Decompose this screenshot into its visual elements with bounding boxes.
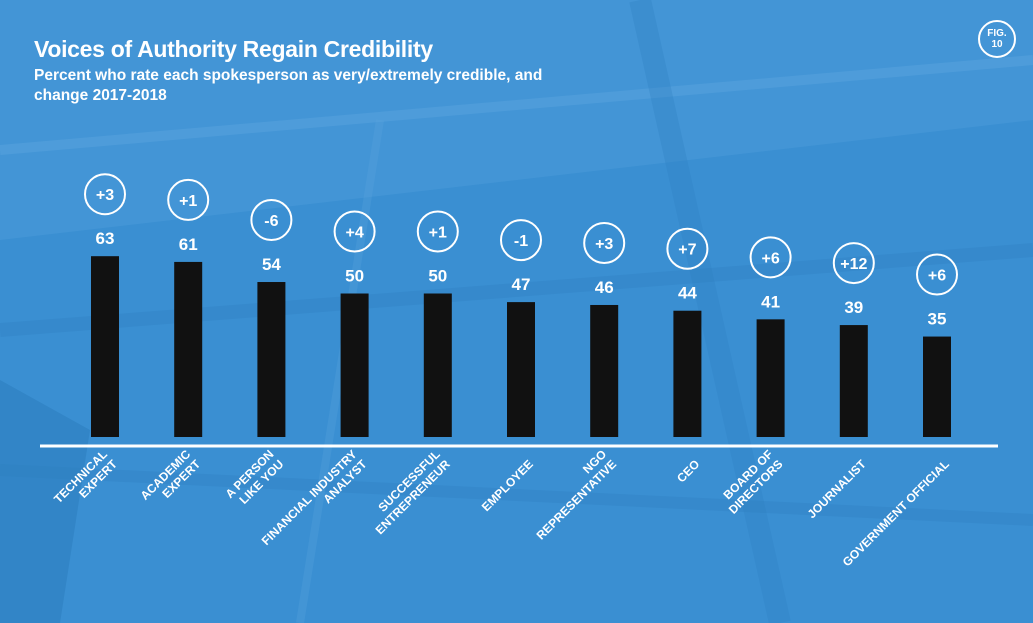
bar-value-label: 63 [96, 229, 115, 248]
change-label: +4 [345, 225, 363, 242]
bar [673, 310, 702, 437]
category-label-line: EMPLOYEE [479, 457, 536, 514]
bar [174, 261, 203, 437]
bar-value-label: 61 [179, 235, 198, 254]
change-label: +3 [595, 236, 613, 253]
change-circle [250, 199, 293, 242]
change-circle [749, 236, 792, 279]
bar [257, 282, 286, 437]
change-label: -6 [264, 213, 278, 230]
figure-badge-line2: 10 [991, 39, 1003, 50]
bar-value-label: 35 [928, 310, 947, 329]
change-circle [916, 253, 958, 296]
category-label-line: CEO [674, 457, 702, 485]
category-label: EMPLOYEE [479, 457, 536, 514]
chart-subtitle: Percent who rate each spokesperson as ve… [34, 67, 543, 104]
category-label: CEO [674, 457, 702, 485]
bar [91, 256, 119, 437]
change-label: +3 [96, 187, 114, 204]
bar [839, 325, 868, 437]
bar-value-label: 54 [262, 255, 281, 274]
bar [507, 302, 535, 437]
bar-value-label: 50 [428, 267, 447, 286]
change-circle [500, 219, 542, 262]
change-label: +6 [761, 250, 779, 267]
change-circle [583, 221, 626, 264]
bar-value-label: 44 [678, 284, 697, 303]
bar [423, 293, 452, 437]
bar-value-label: 47 [512, 275, 531, 294]
figure-number-badge: FIG. 10 [978, 20, 1016, 58]
bar [590, 304, 619, 437]
figure-badge-line1: FIG. [987, 28, 1007, 39]
category-label-line: REPRESENTATIVE [534, 457, 619, 542]
bar [340, 293, 369, 437]
category-label: JOURNALIST [805, 457, 870, 522]
bar [923, 336, 951, 437]
change-circle [666, 227, 709, 270]
bar-value-label: 39 [844, 298, 863, 317]
chart-title: Voices of Authority Regain Credibility [34, 36, 433, 62]
category-label-line: JOURNALIST [805, 457, 870, 522]
change-label: -1 [514, 233, 528, 250]
change-circle [832, 242, 875, 285]
bar-value-label: 41 [761, 292, 780, 311]
change-label: +6 [928, 268, 946, 285]
change-circle [416, 210, 459, 253]
change-circle [167, 178, 210, 221]
change-label: +7 [678, 242, 696, 259]
bar [756, 319, 785, 437]
bar-value-label: 50 [345, 267, 364, 286]
change-circle [84, 173, 126, 216]
bar-value-label: 46 [595, 278, 614, 297]
change-label: +12 [840, 256, 867, 273]
change-label: +1 [429, 225, 447, 242]
change-circle [333, 210, 376, 253]
change-label: +1 [179, 193, 197, 210]
